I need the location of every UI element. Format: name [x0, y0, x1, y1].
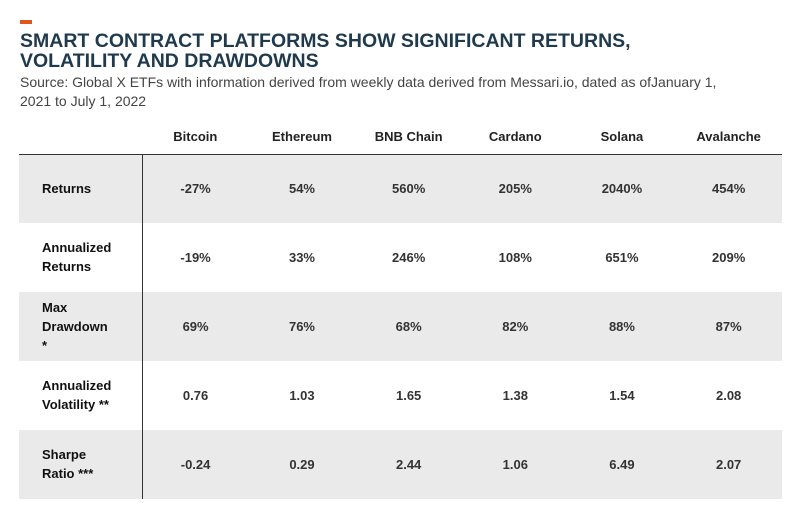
table-row: Max Drawdown * 69% 76% 68% 82% 88% 87% — [19, 291, 782, 361]
value-cell: 2.07 — [675, 429, 782, 499]
row-label-line: Returns — [42, 259, 92, 274]
table-row: Sharpe Ratio *** -0.24 0.29 2.44 1.06 6.49 2.07 — [19, 429, 782, 499]
value-cell: 68% — [355, 291, 462, 361]
row-label-line: Annualized — [42, 240, 112, 255]
row-label-line: Sharpe — [42, 447, 87, 462]
value-cell: 1.03 — [289, 387, 315, 403]
value-cell: 88% — [568, 291, 676, 361]
table-row: Annualized Returns -19% 33% 246% 108% 651% 209% — [19, 222, 782, 292]
value-cell: -27% — [142, 154, 249, 223]
table-row: Annualized Volatility ** 0.76 1.03 1.65 1.38 1… — [19, 360, 782, 430]
value-cell: 1.65 — [395, 387, 422, 403]
corner-cell — [19, 118, 142, 155]
value-cell: 0.76 — [182, 387, 209, 403]
row-label: Returns — [19, 154, 143, 223]
value-cell: 1.06 — [461, 429, 569, 499]
column-header: Solana — [600, 128, 644, 144]
row-label: Sharpe Ratio *** — [19, 429, 143, 499]
value-cell: -19% — [180, 249, 211, 265]
metrics-table: Bitcoin Ethereum BNB Chain Cardano Solan… — [19, 118, 782, 499]
chart-title: SMART CONTRACT PLATFORMS SHOW SIGNIFICAN… — [20, 30, 631, 72]
value-cell: 454% — [675, 154, 782, 223]
value-cell: 87% — [675, 291, 782, 361]
row-label-line: Volatility ** — [42, 397, 109, 412]
row-label-line: * — [42, 337, 48, 353]
column-header: BNB Chain — [374, 128, 443, 144]
value-cell: 1.54 — [609, 387, 635, 403]
column-header: Ethereum — [272, 128, 332, 144]
value-cell: 2.08 — [715, 387, 742, 403]
row-label-line: Drawdown — [42, 318, 108, 334]
row-label-line: Annualized — [42, 378, 112, 393]
row-label: Max Drawdown * — [19, 291, 143, 361]
source-note: Source: Global X ETFs with information d… — [20, 74, 717, 109]
value-cell: 2.44 — [355, 429, 462, 499]
value-cell: 6.49 — [568, 429, 676, 499]
row-label: Annualized Volatility ** — [19, 360, 143, 430]
column-header: Cardano — [488, 128, 542, 144]
value-cell: 108% — [498, 249, 532, 265]
row-label-line: Returns — [42, 181, 92, 197]
value-cell: 246% — [392, 249, 426, 265]
accent-bar — [20, 20, 32, 24]
value-cell: 560% — [355, 154, 462, 223]
row-label: Annualized Returns — [19, 222, 143, 292]
value-cell: 651% — [605, 249, 639, 265]
value-cell: 2040% — [568, 154, 676, 223]
row-label-line: Max — [42, 299, 68, 315]
row-label-line: Ratio *** — [42, 466, 94, 481]
column-header: Bitcoin — [173, 128, 218, 144]
value-cell: 1.38 — [502, 387, 528, 403]
value-cell: -0.24 — [142, 429, 249, 499]
value-cell: 33% — [288, 249, 315, 265]
value-cell: 0.29 — [248, 429, 356, 499]
column-header: Avalanche — [696, 128, 761, 144]
value-cell: 76% — [248, 291, 356, 361]
value-cell: 69% — [142, 291, 249, 361]
value-cell: 82% — [461, 291, 569, 361]
value-cell: 209% — [712, 249, 746, 265]
header-row: Bitcoin Ethereum BNB Chain Cardano Solan… — [19, 118, 782, 155]
value-cell: 205% — [461, 154, 569, 223]
value-cell: 54% — [248, 154, 356, 223]
table-row: Returns -27% 54% 560% 205% 2040% 454% — [19, 154, 782, 223]
